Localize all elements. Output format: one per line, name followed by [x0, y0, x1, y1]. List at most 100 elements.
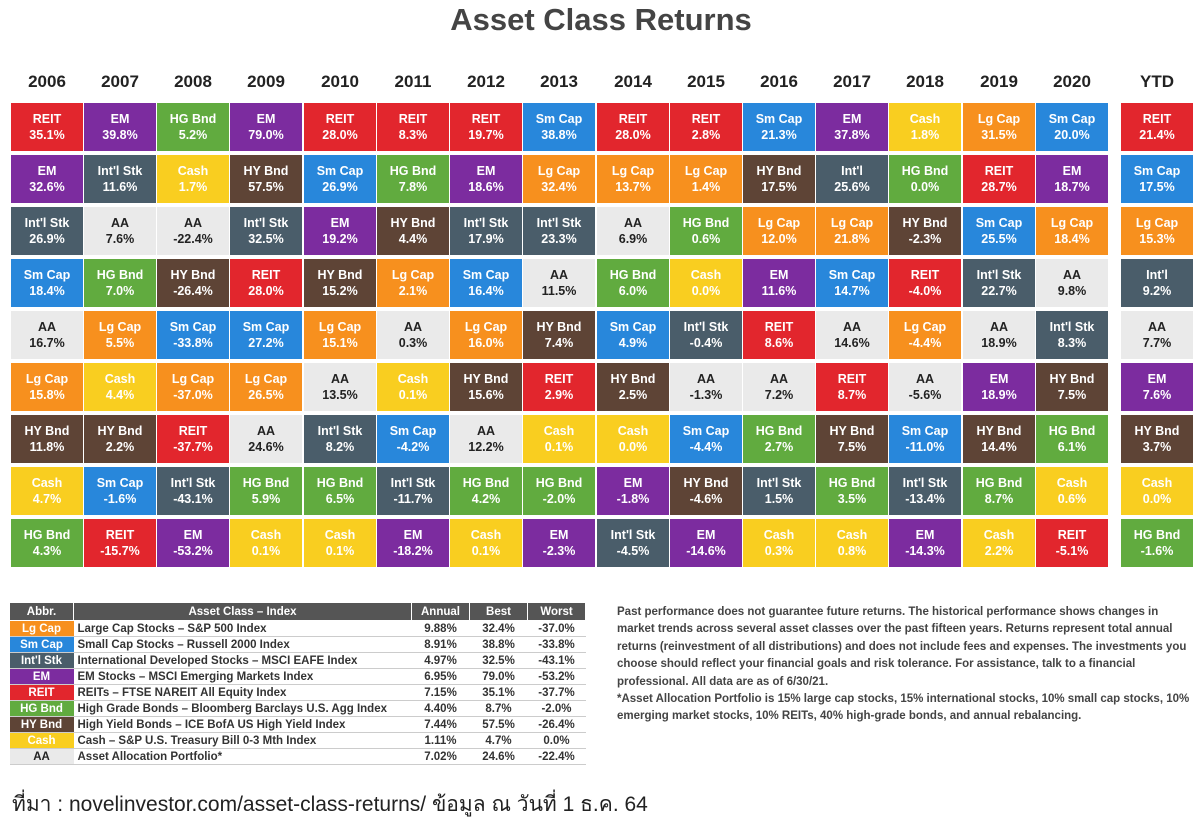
return-cell: EM -1.8%: [597, 467, 669, 515]
return-value: 25.5%: [981, 232, 1017, 246]
legend-header-class: Asset Class – Index: [73, 602, 412, 621]
asset-class-label: REIT: [618, 112, 648, 126]
asset-class-label: EM: [183, 528, 203, 542]
return-value: 18.6%: [468, 180, 504, 194]
return-cell: EM 39.8%: [84, 103, 156, 151]
return-value: 17.5%: [1139, 180, 1175, 194]
asset-class-label: Cash: [543, 424, 575, 438]
legend-header-row: Abbr. Asset Class – Index Annual Best Wo…: [9, 602, 586, 621]
return-cell: HG Bnd -2.0%: [523, 467, 595, 515]
return-cell: Sm Cap 18.4%: [11, 259, 83, 307]
legend-abbr: REIT: [9, 684, 74, 701]
return-cell: AA 9.8%: [1036, 259, 1108, 307]
legend-worst: -33.8%: [527, 636, 586, 653]
legend-abbr: AA: [9, 748, 74, 765]
return-value: 21.4%: [1139, 128, 1175, 142]
return-value: -4.2%: [396, 440, 430, 454]
asset-class-label: AA: [403, 320, 423, 334]
return-cell: Lg Cap 2.1%: [377, 259, 449, 307]
asset-class-label: EM: [110, 112, 130, 126]
return-value: 18.7%: [1054, 180, 1090, 194]
return-cell: HG Bnd 6.0%: [597, 259, 669, 307]
return-value: -11.0%: [905, 440, 945, 454]
asset-class-label: HG Bnd: [169, 112, 217, 126]
asset-class-label: Lg Cap: [25, 372, 69, 386]
asset-class-label: HY Bnd: [610, 372, 656, 386]
asset-class-label: AA: [476, 424, 496, 438]
return-cell: EM 18.9%: [963, 363, 1035, 411]
legend-worst: -37.7%: [527, 684, 586, 701]
asset-class-label: HG Bnd: [682, 216, 730, 230]
legend-name: REITs – FTSE NAREIT All Equity Index: [73, 684, 412, 701]
return-value: 28.0%: [615, 128, 651, 142]
return-cell: EM 18.6%: [450, 155, 522, 203]
return-value: 32.5%: [248, 232, 284, 246]
return-cell: Cash 0.3%: [743, 519, 815, 567]
return-value: 26.5%: [248, 388, 284, 402]
asset-class-label: AA: [1062, 268, 1082, 282]
return-cell: Lg Cap 18.4%: [1036, 207, 1108, 255]
return-cell: EM 32.6%: [11, 155, 83, 203]
asset-class-label: Sm Cap: [23, 268, 71, 282]
asset-class-label: Cash: [1141, 476, 1173, 490]
return-cell: AA 7.6%: [84, 207, 156, 255]
return-cell: REIT 2.8%: [670, 103, 742, 151]
return-value: 0.8%: [837, 544, 867, 558]
legend-abbr: HG Bnd: [9, 700, 74, 717]
return-cell: Lg Cap 15.8%: [11, 363, 83, 411]
return-cell: HG Bnd 6.1%: [1036, 415, 1108, 463]
return-cell: Lg Cap 31.5%: [963, 103, 1035, 151]
legend-name: High Yield Bonds – ICE BofA US High Yiel…: [73, 716, 412, 733]
asset-class-label: Int'l Stk: [243, 216, 289, 230]
asset-class-label: Int'l: [1146, 268, 1168, 282]
return-value: 2.2%: [984, 544, 1014, 558]
asset-class-label: REIT: [1057, 528, 1087, 542]
return-cell: Lg Cap 32.4%: [523, 155, 595, 203]
legend-row: HG Bnd High Grade Bonds – Bloomberg Barcl…: [9, 700, 586, 717]
return-cell: REIT 8.7%: [816, 363, 888, 411]
return-value: 15.3%: [1139, 232, 1175, 246]
asset-class-label: EM: [1147, 372, 1167, 386]
asset-class-label: Cash: [177, 164, 209, 178]
return-cell: AA 12.2%: [450, 415, 522, 463]
asset-class-label: Sm Cap: [1048, 112, 1096, 126]
year-label: 2020: [1053, 72, 1091, 91]
return-value: 19.7%: [468, 128, 504, 142]
asset-class-label: AA: [183, 216, 203, 230]
asset-class-label: Cash: [250, 528, 282, 542]
return-cell: Cash 1.7%: [157, 155, 229, 203]
return-cell: Sm Cap 25.5%: [963, 207, 1035, 255]
asset-class-label: AA: [549, 268, 569, 282]
return-value: 4.3%: [32, 544, 62, 558]
legend-annual: 7.44%: [411, 716, 470, 733]
legend-abbr: Int'l Stk: [9, 652, 74, 669]
asset-class-label: EM: [403, 528, 423, 542]
asset-class-label: REIT: [325, 112, 355, 126]
asset-class-label: HY Bnd: [976, 424, 1022, 438]
asset-class-label: EM: [1062, 164, 1082, 178]
legend-header-abbr: Abbr.: [9, 602, 74, 621]
return-cell: Int'l Stk 1.5%: [743, 467, 815, 515]
return-cell: Cash 0.8%: [816, 519, 888, 567]
asset-class-label: Lg Cap: [684, 164, 728, 178]
return-cell: AA 14.6%: [816, 311, 888, 359]
return-value: 18.9%: [981, 388, 1017, 402]
return-cell: REIT 35.1%: [11, 103, 83, 151]
return-cell: HY Bnd 2.2%: [84, 415, 156, 463]
return-cell: HG Bnd 0.0%: [889, 155, 961, 203]
return-value: 4.9%: [618, 336, 648, 350]
return-value: 26.9%: [29, 232, 65, 246]
return-value: 38.8%: [541, 128, 577, 142]
return-cell: Cash 0.0%: [1121, 467, 1193, 515]
return-value: 7.6%: [105, 232, 135, 246]
return-value: 5.9%: [251, 492, 281, 506]
return-cell: AA 16.7%: [11, 311, 83, 359]
return-value: 7.4%: [544, 336, 574, 350]
return-cell: HY Bnd 15.6%: [450, 363, 522, 411]
legend-abbr: Sm Cap: [9, 636, 74, 653]
return-value: -2.3%: [908, 232, 942, 246]
year-label: 2014: [614, 72, 652, 91]
return-value: 8.7%: [984, 492, 1014, 506]
asset-class-label: REIT: [984, 164, 1014, 178]
asset-class-label: Sm Cap: [535, 112, 583, 126]
